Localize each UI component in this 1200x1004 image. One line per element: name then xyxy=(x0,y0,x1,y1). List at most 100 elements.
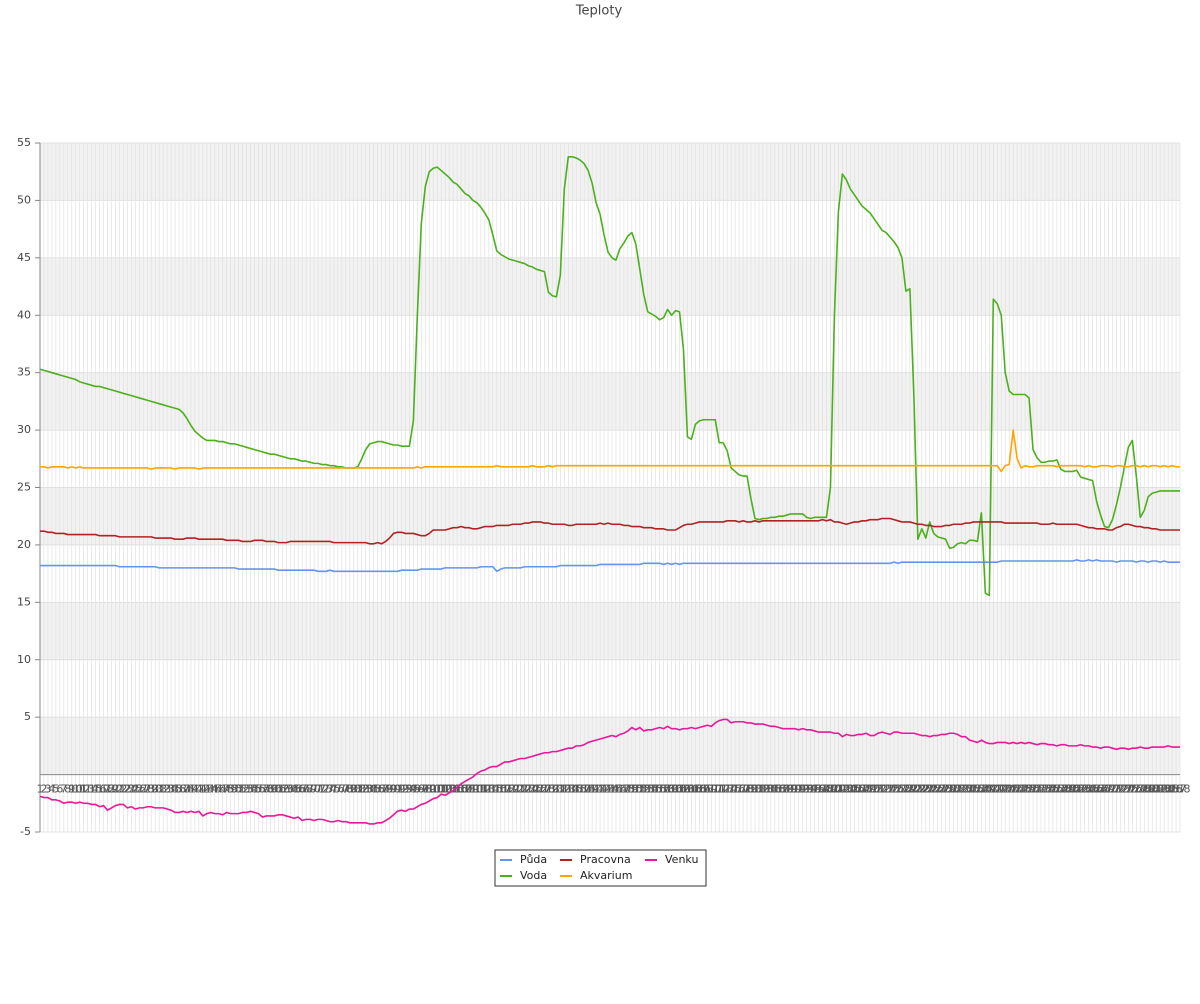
x-tick-label: 197 xyxy=(808,783,829,796)
x-tick-label: 95 xyxy=(406,783,420,796)
x-tick-label: 7 xyxy=(60,783,67,796)
x-tick-label: 183 xyxy=(752,783,773,796)
x-tick-label: 27 xyxy=(136,783,150,796)
x-tick-label: 265 xyxy=(1078,783,1099,796)
x-tick-label: 63 xyxy=(279,783,293,796)
x-tick-label: 139 xyxy=(578,783,599,796)
x-tick-label: 69 xyxy=(303,783,317,796)
x-tick-label: 84 xyxy=(363,783,377,796)
x-tick-label: 225 xyxy=(919,783,940,796)
x-tick-label: 93 xyxy=(398,783,412,796)
x-tick-label: 82 xyxy=(355,783,369,796)
x-tick-label: 74 xyxy=(323,783,337,796)
x-tick-label: 220 xyxy=(899,783,920,796)
x-tick-label: 134 xyxy=(558,783,579,796)
x-tick-label: 158 xyxy=(653,783,674,796)
x-tick-label: 137 xyxy=(570,783,591,796)
x-tick-label: 191 xyxy=(784,783,805,796)
x-tick-label: 76 xyxy=(331,783,345,796)
x-tick-label: 34 xyxy=(164,783,178,796)
series-line xyxy=(40,517,1180,545)
x-tick-label: 13 xyxy=(81,783,95,796)
x-tick-label: 90 xyxy=(387,783,401,796)
x-tick-label: 171 xyxy=(705,783,726,796)
x-tick-label: 165 xyxy=(681,783,702,796)
x-tick-label: 42 xyxy=(196,783,210,796)
x-tick-label: 244 xyxy=(995,783,1016,796)
x-tick-label: 24 xyxy=(124,783,138,796)
x-tick-label: 70 xyxy=(307,783,321,796)
x-tick-label: 30 xyxy=(148,783,162,796)
x-tick-label: 228 xyxy=(931,783,952,796)
x-tick-label: 178 xyxy=(733,783,754,796)
x-tick-label: 257 xyxy=(1046,783,1067,796)
x-tick-label: 121 xyxy=(506,783,527,796)
x-tick-label: 219 xyxy=(895,783,916,796)
x-tick-label: 120 xyxy=(502,783,523,796)
x-tick-label: 129 xyxy=(538,783,559,796)
x-tick-label: 261 xyxy=(1062,783,1083,796)
x-tick-label: 119 xyxy=(498,783,519,796)
x-tick-label: 187 xyxy=(768,783,789,796)
x-tick-label: 126 xyxy=(526,783,547,796)
x-tick-label: 68 xyxy=(299,783,313,796)
x-tick-label: 240 xyxy=(979,783,1000,796)
x-tick-label: 16 xyxy=(93,783,107,796)
x-tick-label: 246 xyxy=(1003,783,1024,796)
x-tick-label: 234 xyxy=(955,783,976,796)
x-tick-label: 181 xyxy=(744,783,765,796)
grid-band xyxy=(40,602,1180,660)
x-tick-label: 159 xyxy=(657,783,678,796)
x-tick-label: 238 xyxy=(971,783,992,796)
x-tick-label: 2 xyxy=(40,783,47,796)
x-tick-label: 41 xyxy=(192,783,206,796)
x-tick-label: 202 xyxy=(828,783,849,796)
x-tick-label: 9 xyxy=(68,783,75,796)
y-tick-label: 30 xyxy=(17,423,31,436)
x-tick-label: 98 xyxy=(418,783,432,796)
x-tick-label: 173 xyxy=(713,783,734,796)
x-tick-label: 23 xyxy=(120,783,134,796)
x-tick-label: 135 xyxy=(562,783,583,796)
x-tick-label: 162 xyxy=(669,783,690,796)
x-tick-label: 190 xyxy=(780,783,801,796)
x-tick-label: 116 xyxy=(486,783,507,796)
x-tick-label: 43 xyxy=(200,783,214,796)
x-tick-label: 280 xyxy=(1138,783,1159,796)
x-tick-label: 161 xyxy=(665,783,686,796)
y-tick-label: 20 xyxy=(17,538,31,551)
x-tick-label: 149 xyxy=(617,783,638,796)
x-tick-label: 1 xyxy=(37,783,44,796)
x-tick-label: 56 xyxy=(251,783,265,796)
x-tick-label: 85 xyxy=(367,783,381,796)
x-tick-label: 250 xyxy=(1019,783,1040,796)
x-tick-label: 192 xyxy=(788,783,809,796)
x-tick-label: 35 xyxy=(168,783,182,796)
x-tick-label: 194 xyxy=(796,783,817,796)
x-tick-label: 262 xyxy=(1066,783,1087,796)
x-tick-label: 266 xyxy=(1082,783,1103,796)
x-tick-label: 272 xyxy=(1106,783,1127,796)
x-tick-label: 110 xyxy=(462,783,483,796)
x-tick-label: 64 xyxy=(283,783,297,796)
x-tick-label: 253 xyxy=(1030,783,1051,796)
x-tick-label: 214 xyxy=(876,783,897,796)
x-tick-label: 14 xyxy=(85,783,99,796)
grid-band xyxy=(40,372,1180,431)
x-tick-label: 278 xyxy=(1130,783,1151,796)
x-tick-label: 170 xyxy=(701,783,722,796)
x-tick-label: 28 xyxy=(140,783,154,796)
x-tick-label: 131 xyxy=(546,783,567,796)
x-tick-label: 174 xyxy=(717,783,738,796)
x-tick-label: 40 xyxy=(188,783,202,796)
y-tick-label: 10 xyxy=(17,653,31,666)
x-tick-label: 67 xyxy=(295,783,309,796)
x-tick-label: 107 xyxy=(451,783,472,796)
x-tick-label: 236 xyxy=(963,783,984,796)
x-tick-label: 71 xyxy=(311,783,325,796)
x-tick-label: 209 xyxy=(856,783,877,796)
x-tick-label: 287 xyxy=(1166,783,1187,796)
x-tick-label: 4 xyxy=(48,783,55,796)
x-tick-label: 232 xyxy=(947,783,968,796)
